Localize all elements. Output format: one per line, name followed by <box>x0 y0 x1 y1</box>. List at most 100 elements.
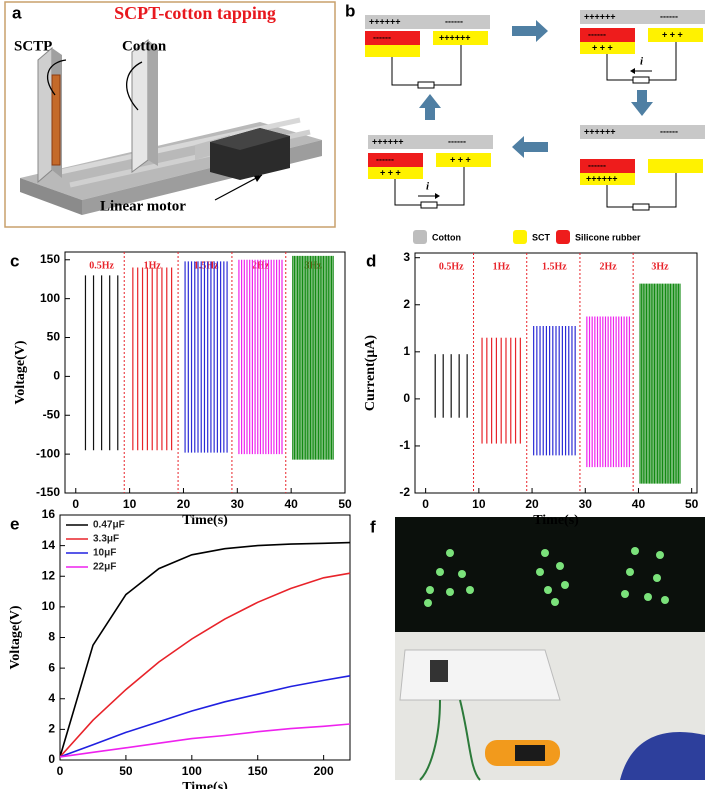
resistor <box>420 201 438 209</box>
legend-label: SCT <box>532 232 551 242</box>
plot-frame <box>414 252 698 494</box>
state: ++++++ ------ ------ ++++++ <box>365 15 490 89</box>
led-group <box>424 547 669 607</box>
charge: ------ <box>660 11 678 21</box>
flow-arrow <box>631 90 653 116</box>
x-tick-label: 10 <box>123 497 137 511</box>
y-tick-label: 14 <box>42 538 56 552</box>
charge: ------ <box>660 126 678 136</box>
silicone <box>580 28 635 42</box>
legend-label: 22μF <box>93 562 116 573</box>
y-tick-label: 8 <box>48 630 55 644</box>
breadboard <box>399 649 561 701</box>
legend-swatch <box>413 230 427 244</box>
charge: ++++++ <box>584 11 616 21</box>
silicone <box>580 159 635 173</box>
resistor <box>632 76 650 84</box>
charge: + + + <box>450 154 471 164</box>
charge: ++++++ <box>369 16 401 26</box>
y-tick-label: 50 <box>47 330 61 344</box>
y-tick-label: 12 <box>42 568 56 582</box>
sct <box>436 153 491 167</box>
plot-frame <box>64 251 346 494</box>
x-tick-label: 50 <box>119 764 133 778</box>
panel-b: b ++++++ ------ ------ ++++++ ++++++ ---… <box>345 1 705 244</box>
sct <box>368 167 423 179</box>
x-tick-label: 20 <box>177 497 191 511</box>
y-tick-label: 100 <box>40 291 60 305</box>
legend-label: Cotton <box>432 232 461 242</box>
legend-label: Silicone rubber <box>575 232 641 242</box>
segment-label: 3Hz <box>651 261 669 272</box>
flow-arrow <box>419 94 441 120</box>
line <box>59 541 351 758</box>
charge: + + + <box>662 29 683 39</box>
segment-label: 1Hz <box>144 260 162 271</box>
charge: + + + <box>592 42 613 52</box>
y-tick-label: 10 <box>42 599 56 613</box>
segment-label: 0.5Hz <box>439 261 464 272</box>
y-tick-label: 0 <box>403 391 410 405</box>
x-tick-label: 10 <box>472 497 486 511</box>
y-tick-label: 4 <box>48 691 55 705</box>
cotton <box>580 10 705 24</box>
y-tick-label: 16 <box>42 507 56 521</box>
y-tick-label: 6 <box>48 660 55 674</box>
panel-label: a <box>12 3 22 22</box>
segment-label: 0.5Hz <box>89 260 114 271</box>
silicone <box>365 31 420 45</box>
y-tick-label: 150 <box>40 252 60 266</box>
arrowhead <box>435 193 440 199</box>
panel-f: f <box>370 517 705 781</box>
x-tick-label: 40 <box>632 497 646 511</box>
rail-side <box>20 178 82 215</box>
current-label: i <box>640 56 644 68</box>
x-axis-label: Time(s) <box>182 780 228 789</box>
x-tick-label: 20 <box>525 497 539 511</box>
current-label: i <box>426 181 430 193</box>
panel-a: a SCPT-cotton tapping SCTP Cotton Linear… <box>4 1 336 228</box>
line <box>59 723 351 758</box>
panel-title: SCPT-cotton tapping <box>114 3 276 23</box>
y-tick-label: 2 <box>403 297 410 311</box>
panel-label: b <box>345 1 355 20</box>
charge: ------ <box>588 29 606 39</box>
x-tick-label: 0 <box>57 764 64 778</box>
x-tick-label: 50 <box>685 497 699 511</box>
panel-label: e <box>10 514 19 533</box>
x-tick-label: 150 <box>248 764 268 778</box>
motor-top <box>210 128 290 150</box>
x-tick-label: 0 <box>422 497 429 511</box>
x-tick-label: 30 <box>579 497 593 511</box>
legend-label: 3.3μF <box>93 534 119 545</box>
panel-label: f <box>370 517 376 536</box>
line <box>59 572 351 758</box>
charge: ++++++ <box>439 32 471 42</box>
charge: ------ <box>448 136 466 146</box>
arrowhead <box>254 175 262 182</box>
pointer <box>47 59 67 96</box>
charge: + + + <box>380 167 401 177</box>
x-tick-label: 0 <box>72 497 79 511</box>
y-tick-label: 2 <box>48 722 55 736</box>
x-axis-label: Time(s) <box>182 513 228 528</box>
sct <box>433 31 488 45</box>
y-tick-label: -50 <box>43 407 61 421</box>
component <box>430 660 448 682</box>
state: ++++++ ------ ------ ++++++ <box>580 125 705 211</box>
y-tick-label: -150 <box>36 485 60 499</box>
y-axis-label: Voltage(V) <box>13 340 28 404</box>
state: ++++++ ------ ------ + + + + + + i <box>368 135 493 209</box>
glove <box>620 732 705 780</box>
photo-leds <box>395 517 705 632</box>
charge: ------ <box>376 154 394 164</box>
sctp-pad <box>51 74 61 166</box>
line <box>59 675 351 758</box>
charge: ------ <box>445 16 463 26</box>
sct <box>365 45 420 57</box>
y-tick-label: 0 <box>48 752 55 766</box>
y-tick-label: 0 <box>53 369 60 383</box>
y-tick-label: 1 <box>403 344 410 358</box>
charge: ------ <box>373 32 391 42</box>
